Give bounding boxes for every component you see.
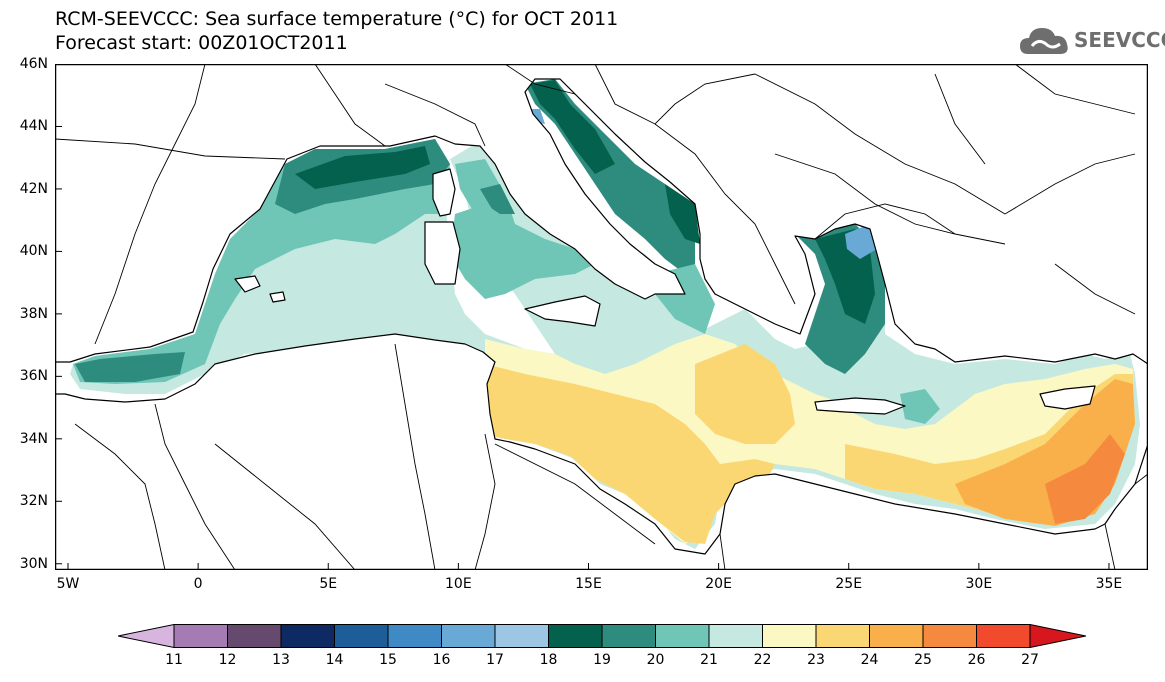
sst-field (70, 79, 1140, 549)
colorbar-label: 16 (432, 652, 451, 668)
colorbar-box (976, 624, 1031, 648)
lat-label: 38N (19, 305, 48, 322)
lat-label: 36N (19, 368, 48, 385)
colorbar-label: 11 (165, 652, 183, 668)
lon-label: 30E (965, 576, 993, 592)
lon-label: 5W (56, 576, 80, 592)
chart-title-line1: RCM-SEEVCCC: Sea surface temperature (°C… (55, 8, 619, 30)
lon-label: 20E (705, 576, 732, 592)
logo-text: SEEVCCC (1074, 28, 1165, 52)
colorbar-box (441, 624, 496, 648)
colorbar-max-arrow (1029, 623, 1087, 649)
colorbar-box (601, 624, 656, 648)
colorbar-box (280, 624, 335, 648)
lon-label: 35E (1095, 576, 1123, 592)
lon-label: 0 (193, 576, 203, 592)
sst-map (55, 64, 1148, 570)
land-outlines (55, 64, 1148, 570)
axis-ticks (55, 64, 1110, 570)
colorbar-label: 17 (486, 652, 504, 668)
colorbar-box (815, 624, 870, 648)
colorbar-box (334, 624, 389, 648)
colorbar-label: 20 (646, 652, 665, 668)
colorbar-label: 21 (700, 652, 718, 668)
map-frame (55, 64, 1148, 570)
colorbar-label: 22 (753, 652, 772, 668)
lat-label: 32N (19, 493, 48, 510)
lat-label: 30N (19, 555, 48, 572)
map-panel (55, 64, 1148, 570)
colorbar-label: 19 (593, 652, 611, 668)
colorbar-box (762, 624, 817, 648)
seevccc-logo: SEEVCCC (1018, 24, 1165, 58)
colorbar-label: 18 (539, 652, 558, 668)
colorbar-box (548, 624, 603, 648)
colorbar-box (227, 624, 282, 648)
lat-label: 44N (19, 118, 48, 135)
lat-label: 34N (19, 430, 48, 447)
lat-label: 42N (19, 180, 48, 197)
chart-title-line2: Forecast start: 00Z01OCT2011 (55, 32, 348, 54)
colorbar-box (387, 624, 442, 648)
country-borders (55, 64, 1148, 570)
colorbar-box (922, 624, 977, 648)
colorbar-label: 24 (860, 652, 879, 668)
colorbar-min-arrow (117, 623, 175, 649)
lon-label: 15E (575, 576, 602, 592)
lat-label: 40N (19, 243, 48, 260)
colorbar-box (708, 624, 763, 648)
colorbar-label: 14 (325, 652, 344, 668)
colorbar-label: 26 (967, 652, 986, 668)
colorbar (117, 623, 1087, 649)
cloud-icon (1020, 28, 1068, 54)
lon-label: 25E (835, 576, 863, 592)
lon-label: 10E (445, 576, 472, 592)
colorbar-label: 13 (272, 652, 290, 668)
colorbar-box (869, 624, 924, 648)
colorbar-svg (117, 623, 1087, 649)
lat-label: 46N (19, 56, 48, 72)
colorbar-box (655, 624, 710, 648)
colorbar-label: 12 (218, 652, 237, 668)
lon-label: 5E (319, 576, 338, 592)
colorbar-label: 25 (914, 652, 932, 668)
colorbar-box (494, 624, 549, 648)
colorbar-box (173, 624, 228, 648)
colorbar-label: 27 (1021, 652, 1039, 668)
colorbar-label: 15 (379, 652, 397, 668)
colorbar-label: 23 (807, 652, 825, 668)
